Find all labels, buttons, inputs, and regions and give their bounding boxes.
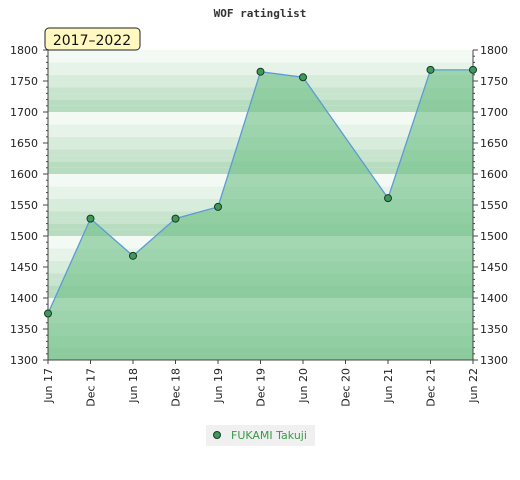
legend-label: FUKAMI Takuji: [231, 429, 307, 442]
y-tick-label-left: 1300: [10, 354, 38, 367]
y-tick-label-right: 1350: [480, 323, 508, 336]
data-point[interactable]: [171, 214, 180, 223]
y-tick-label-right: 1550: [480, 199, 508, 212]
series-area: [48, 69, 473, 360]
data-point[interactable]: [214, 202, 222, 211]
data-point[interactable]: [469, 65, 477, 74]
data-point[interactable]: [129, 251, 137, 260]
x-tick-label: Jun 17: [42, 368, 55, 404]
chart-title: WOF ratinglist: [214, 7, 307, 20]
background-band: [48, 56, 473, 63]
x-tick-label: Dec 21: [425, 368, 438, 407]
x-tick-label: Jun 21: [382, 368, 395, 404]
period-badge: 2017–2022: [44, 27, 141, 51]
x-tick-label: Dec 17: [85, 368, 98, 407]
period-badge-box: [44, 27, 141, 51]
y-tick-label-left: 1500: [10, 230, 38, 243]
series-line: [48, 69, 473, 314]
y-tick-label-right: 1800: [480, 44, 508, 57]
background-band: [48, 62, 473, 69]
y-tick-label-right: 1500: [480, 230, 508, 243]
y-tick-label-right: 1650: [480, 137, 508, 150]
y-tick-label-right: 1450: [480, 261, 508, 274]
y-tick-label-left: 1650: [10, 137, 38, 150]
y-tick-label-left: 1450: [10, 261, 38, 274]
legend-marker: [213, 431, 221, 439]
y-tick-label-left: 1400: [10, 292, 38, 305]
background-band: [48, 50, 473, 57]
y-tick-label-left: 1550: [10, 199, 38, 212]
x-tick-label: Jun 20: [297, 368, 310, 404]
y-tick-label-left: 1700: [10, 106, 38, 119]
data-point[interactable]: [44, 309, 52, 318]
y-tick-label-left: 1800: [10, 44, 38, 57]
x-tick-label: Jun 18: [127, 368, 140, 404]
axes: 1300 1300 1350 1350 1400 1400 1450 1450 1500 1500…: [10, 44, 508, 407]
data-point[interactable]: [256, 67, 265, 76]
series-marks: [44, 65, 477, 318]
area-layer: [48, 69, 473, 360]
data-point[interactable]: [86, 214, 95, 223]
y-tick-label-right: 1400: [480, 292, 508, 305]
period-badge-label: 2017–2022: [53, 33, 131, 49]
x-tick-label: Jun 22: [467, 368, 480, 404]
y-tick-label-right: 1700: [480, 106, 508, 119]
legend-box: [206, 425, 315, 446]
data-point[interactable]: [299, 73, 307, 82]
y-tick-label-right: 1600: [480, 168, 508, 181]
legend[interactable]: FUKAMI Takuji: [206, 425, 315, 446]
y-tick-label-left: 1750: [10, 75, 38, 88]
y-tick-label-left: 1600: [10, 168, 38, 181]
data-point[interactable]: [384, 194, 392, 203]
data-point[interactable]: [426, 65, 435, 74]
x-tick-label: Dec 18: [170, 368, 183, 407]
x-tick-label: Dec 19: [255, 368, 268, 407]
y-tick-label-right: 1300: [480, 354, 508, 367]
x-tick-label: Dec 20: [340, 368, 353, 407]
y-tick-label-left: 1350: [10, 323, 38, 336]
y-tick-label-right: 1750: [480, 75, 508, 88]
x-tick-label: Jun 19: [212, 368, 225, 404]
